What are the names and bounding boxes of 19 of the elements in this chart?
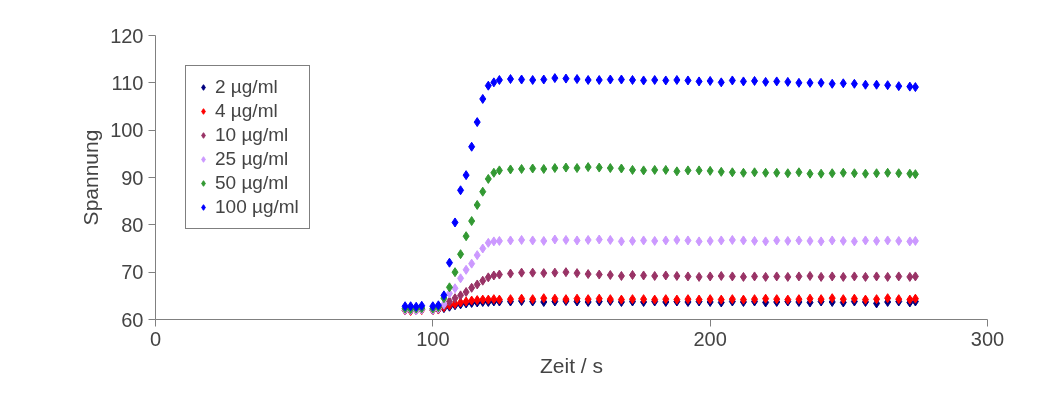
legend-label: 25 µg/ml (215, 148, 289, 170)
legend-label: 50 µg/ml (215, 172, 289, 194)
y-axis-title: Spannung (79, 129, 103, 226)
legend-label: 4 µg/ml (215, 100, 278, 122)
x-axis-title: Zeit / s (539, 353, 604, 377)
x-tick-label: 100 (416, 327, 450, 350)
y-tick-label: 90 (121, 166, 144, 189)
x-tick-label: 0 (149, 327, 162, 350)
legend-label: 2 µg/ml (215, 76, 278, 98)
y-tick-label: 80 (121, 213, 144, 236)
x-tick-label: 300 (970, 327, 1005, 350)
y-tick-label: 70 (121, 261, 144, 284)
legend-label: 10 µg/ml (215, 124, 289, 146)
y-tick-label: 100 (110, 119, 144, 142)
y-tick-label: 60 (121, 308, 144, 331)
legend-label: 100 µg/ml (215, 196, 299, 218)
y-tick-label: 110 (111, 71, 144, 94)
y-tick-label: 120 (110, 24, 144, 47)
x-tick-label: 200 (693, 327, 727, 350)
